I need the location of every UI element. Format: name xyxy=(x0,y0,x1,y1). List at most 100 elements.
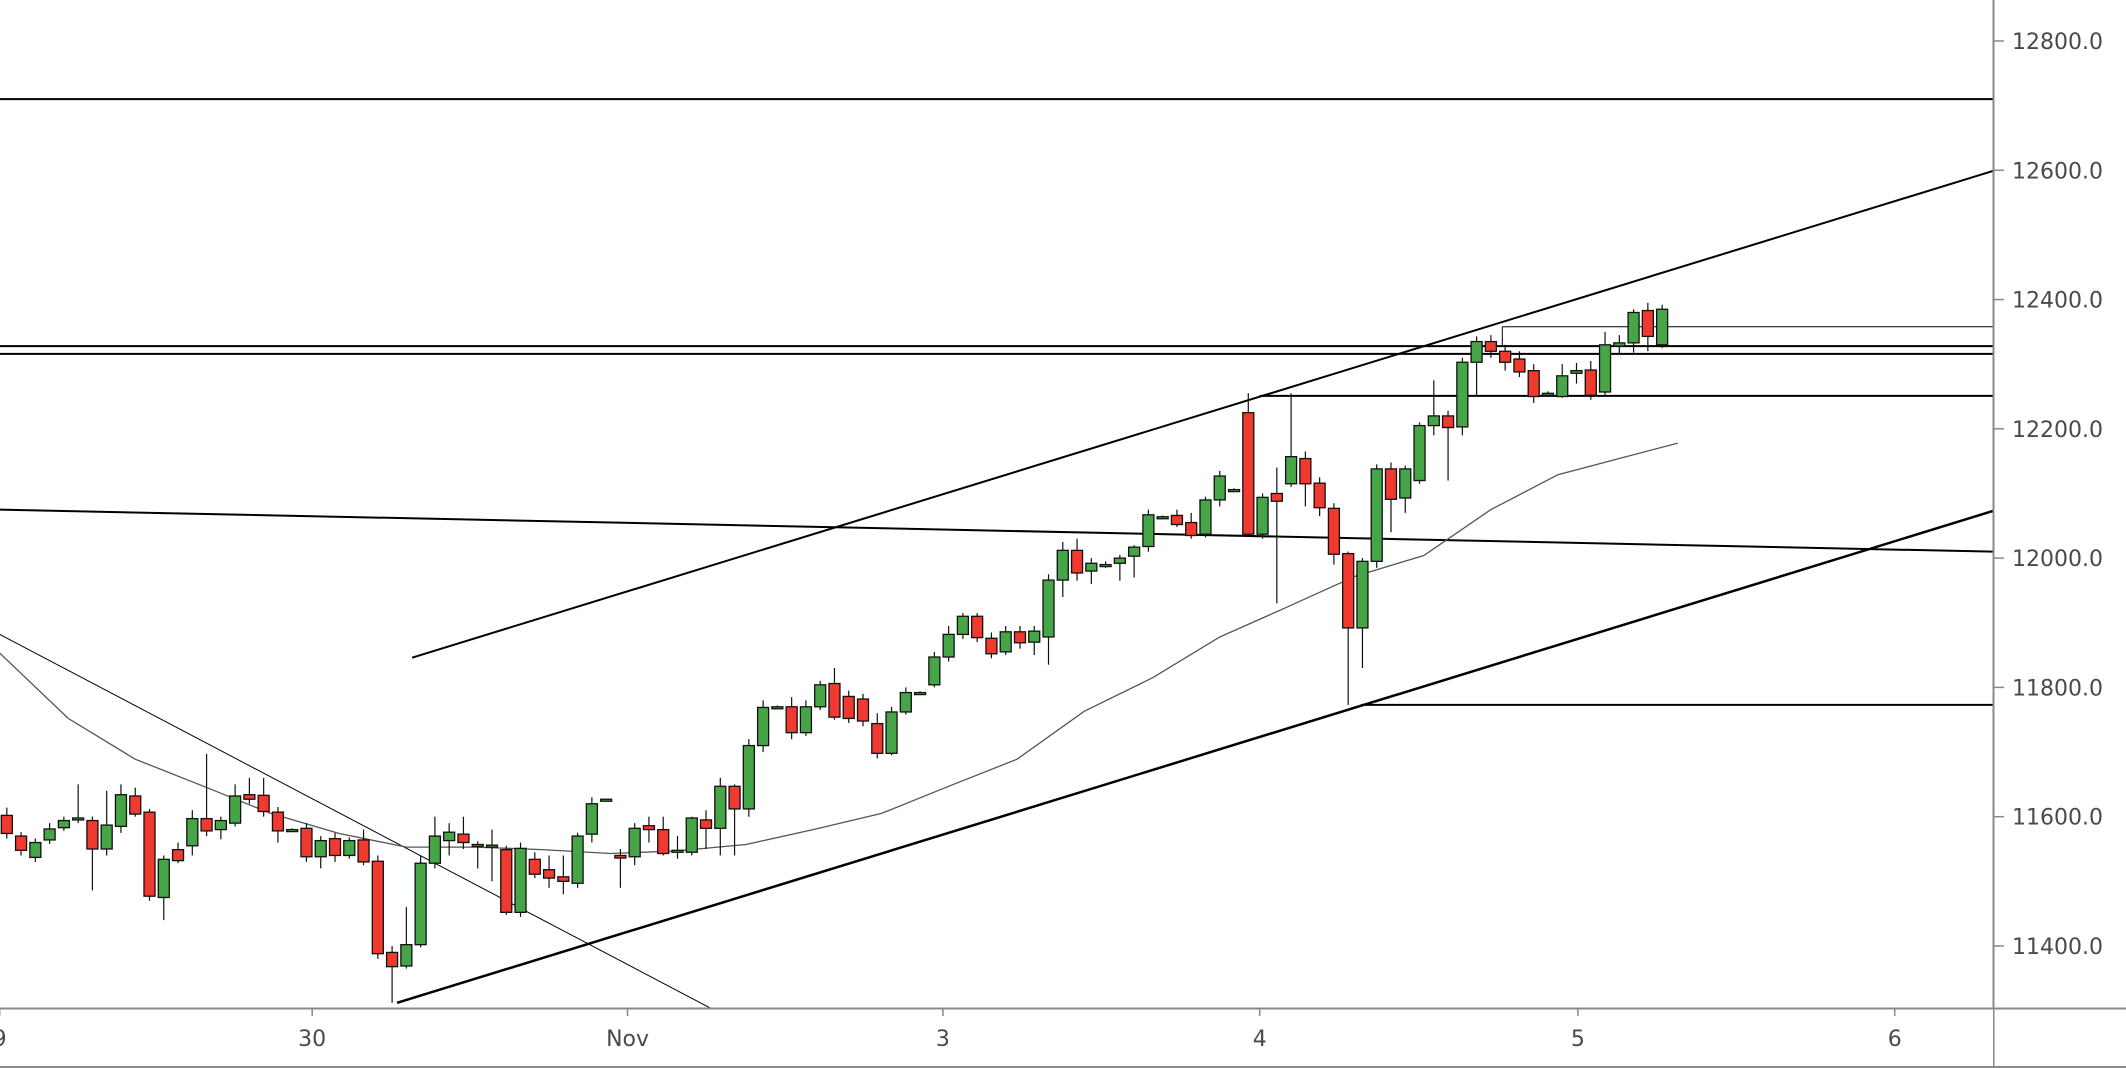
candle-body-down xyxy=(856,698,870,722)
candle xyxy=(1327,503,1341,565)
candle-body-up xyxy=(913,691,927,696)
candle xyxy=(43,823,56,844)
candle xyxy=(928,651,941,688)
candle xyxy=(999,625,1012,656)
candle xyxy=(714,777,727,856)
candle xyxy=(842,690,855,723)
candle-body-up xyxy=(43,828,56,841)
candle xyxy=(1256,493,1269,539)
candle-body-down xyxy=(243,794,256,800)
candle-body-up xyxy=(1613,342,1626,347)
candle xyxy=(328,832,342,862)
candle-body-down xyxy=(1513,358,1526,373)
time-tick-label: 9 xyxy=(0,1027,7,1052)
candle xyxy=(1284,393,1298,488)
candle-body-up xyxy=(1356,560,1369,629)
candle-body-up xyxy=(1456,361,1469,428)
candle-body-down xyxy=(1070,549,1084,574)
candle xyxy=(471,841,484,869)
candle-body-up xyxy=(1156,516,1169,520)
candle xyxy=(0,807,13,839)
candle xyxy=(1513,351,1526,378)
candle-body-down xyxy=(1299,457,1312,485)
candle-body-up xyxy=(942,633,955,658)
candle-body-up xyxy=(671,849,684,853)
price-axis[interactable]: 11400.0 11600.0 11800.0 12000.0 12200.0 12400… xyxy=(1994,30,2103,960)
candle-body-down xyxy=(257,794,270,813)
candle xyxy=(799,700,813,736)
candle-body-up xyxy=(1427,415,1440,427)
candle-body-down xyxy=(385,951,399,968)
candle xyxy=(257,777,270,817)
candle xyxy=(1185,512,1198,539)
candle-body-down xyxy=(1384,468,1398,500)
candle xyxy=(443,823,456,856)
candle xyxy=(756,700,770,753)
candle-body-down xyxy=(614,854,627,859)
candle-body-up xyxy=(471,843,484,848)
candle xyxy=(542,855,556,888)
candle-body-up xyxy=(571,835,584,884)
candle-body-down xyxy=(1327,507,1341,555)
candle-body-down xyxy=(699,819,713,829)
candle xyxy=(214,816,228,840)
candle-body-down xyxy=(785,706,798,734)
candle-body-up xyxy=(585,803,599,835)
downtrend-line[interactable] xyxy=(0,634,711,1009)
price-tick-label: 11400.0 xyxy=(2012,935,2103,960)
candle-body-up xyxy=(928,656,941,686)
time-axis[interactable]: 9 30 Nov 3 4 5 6 xyxy=(0,1009,1902,1052)
moving-average-line xyxy=(0,442,1678,855)
candle-body-up xyxy=(771,706,784,710)
candle xyxy=(457,816,470,849)
candle xyxy=(814,680,827,711)
candle xyxy=(699,810,713,849)
time-tick-label: 30 xyxy=(298,1027,326,1052)
candle xyxy=(1584,360,1597,400)
candle xyxy=(1156,515,1169,520)
candle xyxy=(86,816,99,891)
candle xyxy=(300,823,313,862)
candle xyxy=(1598,331,1612,396)
candle-body-up xyxy=(72,817,85,821)
candle xyxy=(671,836,684,859)
candle xyxy=(500,845,513,915)
candle-body-up xyxy=(756,706,770,747)
candle-body-down xyxy=(542,869,556,879)
candle xyxy=(385,945,399,1003)
candle-body-down xyxy=(985,637,998,655)
candle-body-down xyxy=(842,695,855,720)
candle-body-up xyxy=(1284,455,1298,485)
candle xyxy=(1641,302,1654,352)
price-axis-background[interactable] xyxy=(1994,0,2126,1068)
price-tick-label: 12600.0 xyxy=(2012,159,2103,184)
candle-body-up xyxy=(228,795,242,824)
candle xyxy=(585,797,599,843)
candle-body-up xyxy=(742,744,755,810)
candle xyxy=(657,816,670,856)
candle-body-up xyxy=(1127,546,1141,557)
candle-body-down xyxy=(1641,309,1654,338)
candle-body-up xyxy=(186,817,199,847)
time-axis-background[interactable] xyxy=(0,1009,1993,1068)
flat-trend-line[interactable] xyxy=(0,508,1994,553)
candle xyxy=(885,706,898,756)
candle-body-down xyxy=(1484,340,1498,352)
drawings-layer xyxy=(0,98,1994,1009)
upper-channel-line[interactable] xyxy=(411,169,1994,659)
candle xyxy=(913,691,927,696)
candle-body-up xyxy=(714,785,727,829)
candle-body-up xyxy=(1413,424,1426,482)
candle-body-down xyxy=(1013,631,1027,644)
candle xyxy=(628,823,641,866)
candle-body-up xyxy=(1142,514,1155,548)
candle-body-up xyxy=(814,684,827,708)
candle xyxy=(228,784,242,827)
lower-channel-line[interactable] xyxy=(396,509,1994,1005)
candle xyxy=(1142,509,1155,552)
candle xyxy=(1627,309,1640,353)
candle-body-up xyxy=(885,711,898,754)
candle-body-down xyxy=(0,814,13,835)
candle xyxy=(243,777,256,804)
